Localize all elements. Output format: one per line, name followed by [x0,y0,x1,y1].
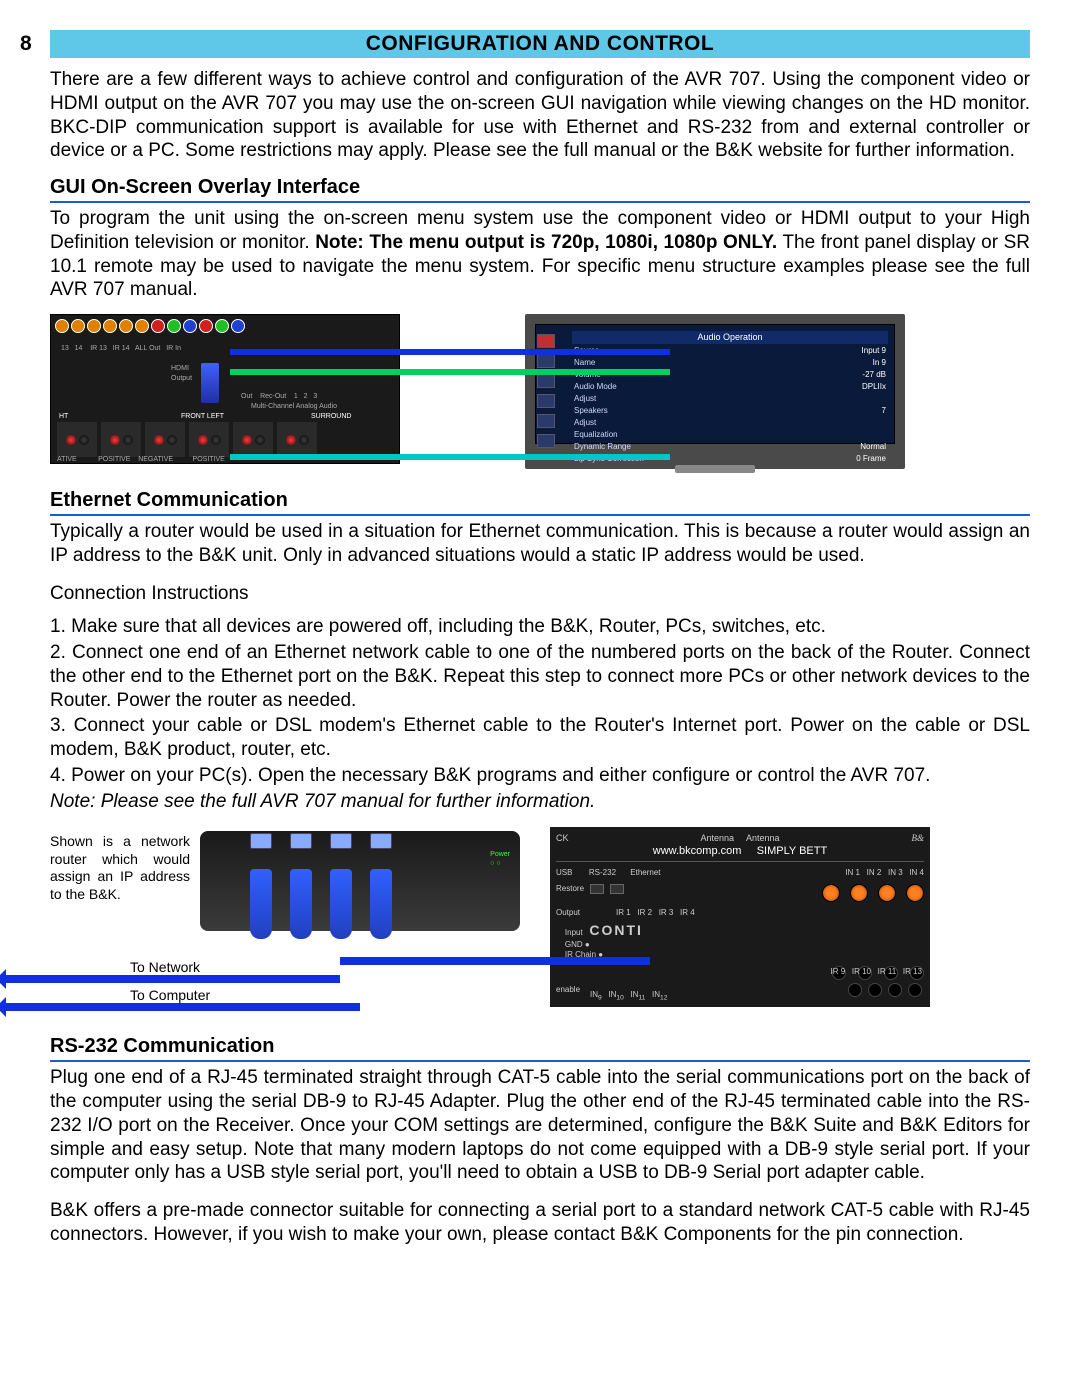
router-caption: Shown is a network router which would as… [50,827,190,903]
osd-icon [537,434,555,448]
conn-instructions-heading: Connection Instructions [50,582,1030,606]
bk-tagline: SIMPLY BETT [757,845,828,857]
section-heading-rs232: RS-232 Communication [50,1034,1030,1062]
ethernet-step-3: 3. Connect your cable or DSL modem's Eth… [50,714,1030,762]
mc-audio-label: Multi-Channel Analog Audio [251,403,337,412]
rs232-para-1: Plug one end of a RJ-45 terminated strai… [50,1066,1030,1185]
ethernet-long-cable [340,957,650,965]
router-device: Power○ ○ [200,831,520,931]
output-label: Output [171,375,192,384]
rs232-para-2: B&K offers a pre-made connector suitable… [50,1199,1030,1247]
cable-teal [230,454,670,460]
section-heading-ethernet: Ethernet Communication [50,488,1030,516]
ethernet-intro: Typically a router would be used in a si… [50,520,1030,568]
label-to-network: To Network [130,959,200,977]
bk-url: www.bkcomp.com [653,845,742,857]
ethernet-step-4: 4. Power on your PC(s). Open the necessa… [50,764,1030,788]
osd-icon [537,354,555,368]
figure-ethernet-connection: Shown is a network router which would as… [50,827,1030,1022]
intro-paragraph: There are a few different ways to achiev… [50,68,1030,163]
label-to-computer: To Computer [130,987,210,1005]
section-heading-gui: GUI On-Screen Overlay Interface [50,175,1030,203]
osd-icon [537,374,555,388]
osd-icon [537,414,555,428]
ethernet-italic-note: Note: Please see the full AVR 707 manual… [50,790,1030,814]
osd-menu-table: SourceInput 9 NameIn 9 Volume-27 dB Audi… [572,344,888,466]
ethernet-step-2: 2. Connect one end of an Ethernet networ… [50,641,1030,712]
cable-green [230,369,670,375]
title-bar: 8 CONFIGURATION AND CONTROL [50,30,1030,58]
bk-back-panel: CK Antenna Antenna B& www.bkcomp.com SIM… [550,827,930,1007]
avr-back-panel: 13 14 IR 13 IR 14 ALL Out IR In HDMI Out… [50,314,400,464]
gui-paragraph: To program the unit using the on-screen … [50,207,1030,302]
osd-icon-brand [537,334,555,348]
tv-monitor: Audio Operation SourceInput 9 NameIn 9 V… [525,314,905,469]
osd-title: Audio Operation [572,331,888,344]
page-title: CONFIGURATION AND CONTROL [50,31,1030,57]
cable-blue [230,349,670,355]
hdmi-label: HDMI [171,365,189,374]
osd-icon [537,394,555,408]
ethernet-step-1: 1. Make sure that all devices are powere… [50,615,1030,639]
gui-note-bold: Note: The menu output is 720p, 1080i, 10… [315,232,777,253]
figure-gui-connection: 13 14 IR 13 IR 14 ALL Out IR In HDMI Out… [50,314,1030,474]
page-number: 8 [20,31,32,57]
